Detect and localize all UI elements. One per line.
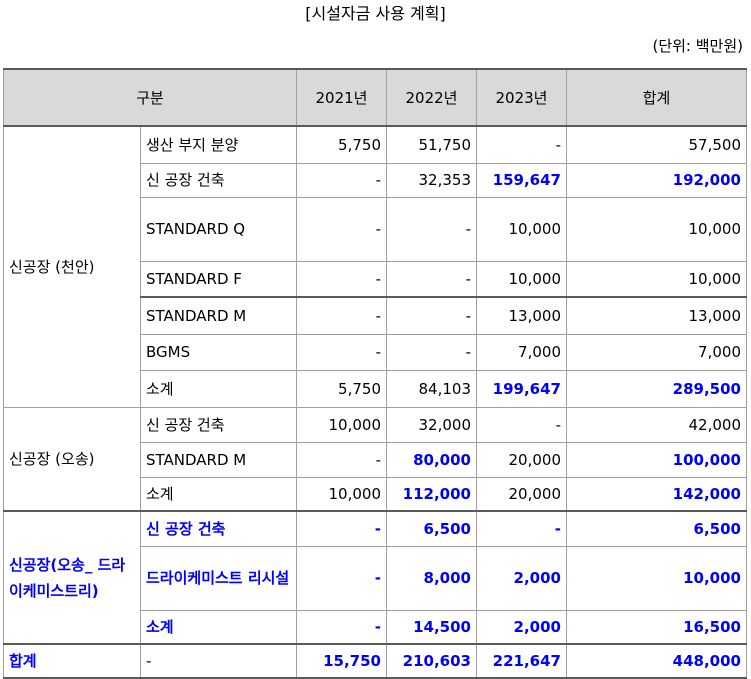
table-row: BGMS - - 7,000 7,000	[4, 333, 747, 371]
cell-2022: -	[386, 196, 477, 262]
header-2022: 2022년	[386, 68, 477, 127]
cell-2021: -	[296, 196, 387, 262]
table-row: STANDARD Q - - 10,000 10,000	[4, 196, 747, 262]
row-label: STANDARD M	[140, 296, 297, 335]
row-label: BGMS	[140, 333, 297, 371]
cell-2022: 32,353	[386, 162, 477, 198]
header-2021: 2021년	[296, 68, 387, 127]
cell-2022: 8,000	[386, 545, 477, 611]
cell-2023: 199,647	[476, 369, 567, 408]
cell-2023: 20,000	[476, 441, 567, 478]
cell-total: 100,000	[566, 441, 747, 478]
cell-total: 7,000	[566, 333, 747, 371]
cell-2022: 210,603	[386, 643, 477, 679]
cell-2021: -	[296, 296, 387, 335]
table-row: 신공장 (천안) 생산 부지 분양 5,750 51,750 - 57,500	[3, 125, 747, 408]
cell-2021: 5,750	[296, 369, 387, 408]
cell-2023: -	[476, 510, 567, 547]
cell-2023: 10,000	[476, 260, 567, 298]
cell-total: 10,000	[566, 260, 747, 298]
group-cheonan-label: 신공장 (천안)	[3, 125, 141, 408]
table-row: 신공장 (오송) 신 공장 건축 10,000 32,000 - 42,000	[3, 406, 747, 512]
cell-2022: -	[386, 333, 477, 371]
row-label: 신 공장 건축	[140, 510, 297, 547]
row-label: 소계	[140, 609, 297, 645]
cell-2021: 15,750	[296, 643, 387, 679]
cell-total: 10,000	[566, 545, 747, 611]
cell-total: 16,500	[566, 609, 747, 645]
cell-2022: -	[386, 260, 477, 298]
table-row: 드라이케미스트 리시설 - 8,000 2,000 10,000	[4, 545, 747, 611]
cell-2023: 10,000	[476, 196, 567, 262]
row-label: 드라이케미스트 리시설	[140, 545, 297, 611]
row-label: STANDARD Q	[140, 196, 297, 262]
cell-2022: 14,500	[386, 609, 477, 645]
cell-2021: -	[296, 441, 387, 478]
subtotal-row: 소계 5,750 84,103 199,647 289,500	[4, 369, 747, 408]
grand-total-item: -	[140, 643, 297, 679]
cell-2023: 159,647	[476, 162, 567, 198]
cell-2023: -	[476, 406, 567, 443]
row-label: 생산 부지 분양	[140, 125, 297, 164]
cell-2023: 2,000	[476, 545, 567, 611]
cell-2022: -	[386, 296, 477, 335]
cell-2022: 51,750	[386, 125, 477, 164]
cell-2022: 84,103	[386, 369, 477, 408]
cell-2021: -	[296, 609, 387, 645]
cell-2023: -	[476, 125, 567, 164]
header-category: 구분	[3, 68, 297, 127]
cell-total: 10,000	[566, 196, 747, 262]
cell-2021: 10,000	[296, 476, 387, 512]
table-row: 신 공장 건축 - 32,353 159,647 192,000	[4, 162, 747, 198]
cell-2023: 20,000	[476, 476, 567, 512]
group-osong-label: 신공장 (오송)	[3, 406, 141, 512]
header-2023: 2023년	[476, 68, 567, 127]
cell-2022: 32,000	[386, 406, 477, 443]
table-row: STANDARD M - 80,000 20,000 100,000	[4, 441, 747, 478]
table-row: 신공장(오송_ 드라이케미스트리) 신 공장 건축 - 6,500 - 6,50…	[3, 510, 747, 645]
cell-total: 289,500	[566, 369, 747, 408]
cell-2023: 2,000	[476, 609, 567, 645]
cell-total: 57,500	[566, 125, 747, 164]
cell-2023: 221,647	[476, 643, 567, 679]
cell-total: 192,000	[566, 162, 747, 198]
table-row: STANDARD F - - 10,000 10,000	[4, 260, 747, 298]
table-title: [시설자금 사용 계획]	[305, 4, 446, 23]
row-label: STANDARD M	[140, 441, 297, 478]
cell-2021: 5,750	[296, 125, 387, 164]
grand-total-row: 합계 - 15,750 210,603 221,647 448,000	[3, 643, 747, 679]
row-label: 소계	[140, 476, 297, 512]
cell-total: 6,500	[566, 510, 747, 547]
cell-2021: -	[296, 510, 387, 547]
group-dry-label: 신공장(오송_ 드라이케미스트리)	[3, 510, 141, 645]
cell-2022: 6,500	[386, 510, 477, 547]
row-label: 소계	[140, 369, 297, 408]
cell-total: 142,000	[566, 476, 747, 512]
facility-fund-table: 구분 2021년 2022년 2023년 합계 신공장 (천안) 생산 부지 분…	[3, 68, 747, 679]
cell-2023: 13,000	[476, 296, 567, 335]
cell-2022: 112,000	[386, 476, 477, 512]
row-label: 신 공장 건축	[140, 162, 297, 198]
cell-2023: 7,000	[476, 333, 567, 371]
cell-total: 42,000	[566, 406, 747, 443]
grand-total-label: 합계	[3, 643, 141, 679]
cell-total: 13,000	[566, 296, 747, 335]
cell-2021: -	[296, 333, 387, 371]
cell-2022: 80,000	[386, 441, 477, 478]
cell-total: 448,000	[566, 643, 747, 679]
cell-2021: -	[296, 545, 387, 611]
row-label: 신 공장 건축	[140, 406, 297, 443]
cell-2021: -	[296, 162, 387, 198]
header-total: 합계	[566, 68, 747, 127]
row-label: STANDARD F	[140, 260, 297, 298]
cell-2021: -	[296, 260, 387, 298]
header-row: 구분 2021년 2022년 2023년 합계	[3, 68, 747, 127]
cell-2021: 10,000	[296, 406, 387, 443]
unit-label: (단위: 백만원)	[652, 37, 743, 55]
